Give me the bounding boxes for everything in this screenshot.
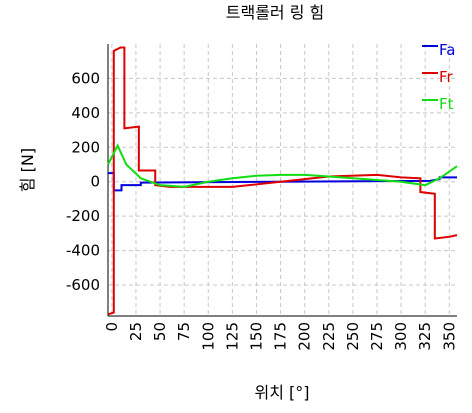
x-tick-label: 275	[368, 322, 386, 351]
x-tick-label: 300	[392, 322, 410, 351]
x-tick-label: 100	[199, 322, 217, 351]
y-tick-label: 0	[90, 173, 100, 191]
x-tick-label: 50	[151, 322, 169, 341]
y-tick-label: -200	[66, 207, 100, 225]
y-axis-label: 힘 [N]	[18, 148, 37, 192]
legend-label: Fr	[439, 68, 454, 86]
x-tick-label: 0	[103, 322, 121, 332]
x-tick-label: 250	[344, 322, 362, 351]
x-tick-label: 25	[127, 322, 145, 341]
chart-title: 트랙롤러 링 힘	[226, 3, 325, 22]
x-tick-label: 125	[223, 322, 241, 351]
x-tick-label: 325	[416, 322, 434, 351]
x-tick-label: 200	[296, 322, 314, 351]
x-tick-label: 150	[247, 322, 265, 351]
x-tick-label: 75	[175, 322, 193, 341]
x-tick-label: 175	[272, 322, 290, 351]
y-tick-label: -400	[66, 242, 100, 260]
line-series	[107, 143, 458, 188]
legend-label: Ft	[439, 95, 454, 113]
y-tick-label: 200	[71, 138, 100, 156]
y-tick-label: -600	[66, 276, 100, 294]
x-tick-label: 225	[320, 322, 338, 351]
legend-label: Fa	[439, 41, 455, 59]
line-series	[107, 46, 458, 316]
x-tick-label: 350	[440, 322, 458, 351]
y-tick-label: 400	[71, 104, 100, 122]
y-tick-label: 600	[71, 69, 100, 87]
x-axis-label: 위치 [°]	[254, 383, 309, 402]
